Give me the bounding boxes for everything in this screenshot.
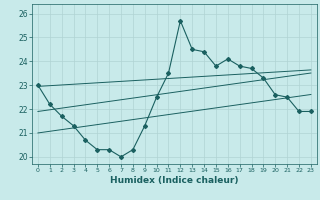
X-axis label: Humidex (Indice chaleur): Humidex (Indice chaleur): [110, 176, 239, 185]
